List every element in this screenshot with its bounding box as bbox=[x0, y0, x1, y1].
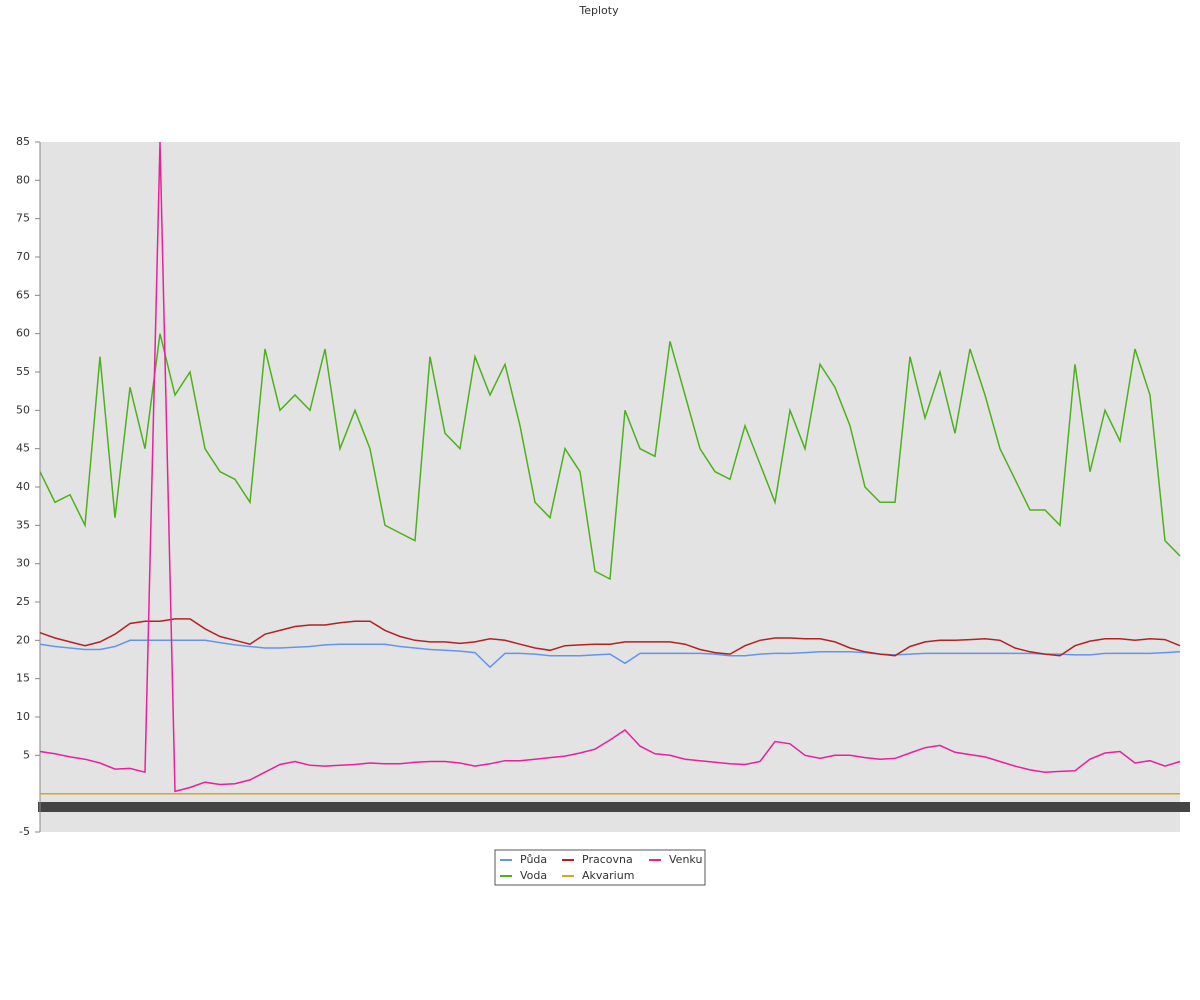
y-tick-label: 15 bbox=[16, 672, 30, 685]
y-tick-label: 80 bbox=[16, 173, 30, 186]
y-tick-label: -5 bbox=[19, 825, 30, 838]
y-tick-label: 5 bbox=[23, 748, 30, 761]
legend-label: Voda bbox=[520, 869, 547, 882]
series-line bbox=[39, 333, 1181, 581]
y-tick-label: 60 bbox=[16, 327, 30, 340]
plot-area bbox=[40, 142, 1180, 832]
series-line bbox=[39, 618, 1181, 657]
y-tick-label: 70 bbox=[16, 250, 30, 263]
y-tick-label: 20 bbox=[16, 633, 30, 646]
legend bbox=[494, 849, 706, 886]
y-tick-label: 10 bbox=[16, 710, 30, 723]
y-tick-label: 40 bbox=[16, 480, 30, 493]
legend-label: Půda bbox=[520, 853, 547, 866]
series-line bbox=[39, 141, 1181, 793]
chart-title: Teploty bbox=[578, 4, 619, 17]
legend-label: Pracovna bbox=[582, 853, 633, 866]
legend-label: Akvarium bbox=[582, 869, 634, 882]
y-tick-label: 55 bbox=[16, 365, 30, 378]
y-tick-label: 50 bbox=[16, 403, 30, 416]
x-tick-labels-smear bbox=[38, 802, 1190, 812]
y-tick-label: 35 bbox=[16, 518, 30, 531]
y-tick-label: 30 bbox=[16, 557, 30, 570]
y-tick-label: 45 bbox=[16, 442, 30, 455]
y-tick-label: 85 bbox=[16, 135, 30, 148]
y-tick-label: 75 bbox=[16, 212, 30, 225]
y-tick-label: 65 bbox=[16, 288, 30, 301]
legend-label: Venku bbox=[669, 853, 702, 866]
series-line bbox=[39, 639, 1181, 669]
y-tick-label: 25 bbox=[16, 595, 30, 608]
